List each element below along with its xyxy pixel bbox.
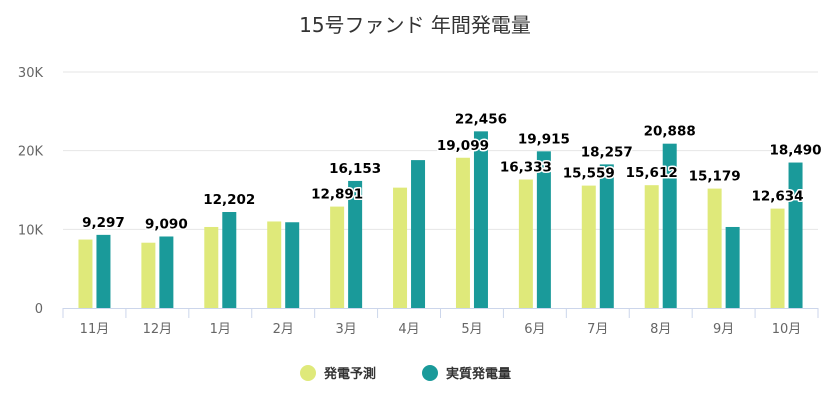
data-label: 19,915 bbox=[518, 131, 570, 147]
bar-actual[interactable] bbox=[536, 151, 551, 308]
y-tick-label: 10K bbox=[18, 223, 44, 238]
x-tick-label: 3月 bbox=[335, 322, 356, 337]
bar-actual[interactable] bbox=[348, 180, 363, 308]
data-label: 12,891 bbox=[311, 187, 363, 203]
data-label: 15,559 bbox=[563, 166, 615, 182]
data-label: 9,090 bbox=[145, 216, 188, 232]
legend-label: 実質発電量 bbox=[446, 366, 511, 382]
legend[interactable]: 発電予測 実質発電量 bbox=[300, 365, 511, 382]
bar-actual[interactable] bbox=[599, 164, 614, 308]
x-tick-label: 8月 bbox=[650, 322, 671, 337]
legend-marker bbox=[422, 365, 438, 381]
bar-forecast[interactable] bbox=[644, 185, 659, 308]
x-tick-label: 7月 bbox=[587, 322, 608, 337]
bar-actual[interactable] bbox=[788, 162, 803, 308]
legend-label: 発電予測 bbox=[323, 366, 376, 382]
bar-forecast[interactable] bbox=[141, 242, 156, 308]
data-label: 12,634 bbox=[751, 189, 803, 205]
legend-item-forecast[interactable]: 発電予測 bbox=[300, 365, 376, 382]
y-tick-label: 20K bbox=[18, 145, 44, 160]
data-label: 16,333 bbox=[500, 160, 552, 176]
bar-forecast[interactable] bbox=[770, 208, 785, 308]
x-tick-label: 5月 bbox=[461, 322, 482, 337]
legend-item-actual[interactable]: 実質発電量 bbox=[422, 365, 511, 382]
bar-forecast[interactable] bbox=[581, 185, 596, 308]
bar-actual[interactable] bbox=[473, 131, 488, 308]
data-labels: 9,297 9,090 12,202 12,891 16,153 19,099 22,456… bbox=[81, 110, 823, 234]
y-axis-ticks: 0 10K 20K 30K bbox=[18, 66, 44, 317]
data-label: 16,153 bbox=[329, 161, 381, 177]
x-tick-label: 4月 bbox=[398, 322, 419, 337]
bar-forecast[interactable] bbox=[393, 187, 408, 308]
data-label: 15,179 bbox=[689, 169, 741, 185]
data-label: 12,202 bbox=[203, 192, 255, 208]
data-label: 18,257 bbox=[581, 144, 633, 160]
bar-actual[interactable] bbox=[285, 222, 300, 308]
bar-forecast[interactable] bbox=[707, 188, 722, 308]
bar-actual[interactable] bbox=[725, 226, 740, 308]
bar-actual[interactable] bbox=[159, 236, 174, 308]
data-label: 9,297 bbox=[82, 215, 125, 231]
y-tick-label: 30K bbox=[18, 66, 44, 81]
x-tick-label: 2月 bbox=[273, 322, 294, 337]
x-tick-label: 1月 bbox=[210, 322, 231, 337]
y-tick-label: 0 bbox=[35, 302, 43, 317]
data-label: 15,612 bbox=[626, 165, 678, 181]
data-label: 22,456 bbox=[455, 111, 507, 127]
data-label: 19,099 bbox=[437, 138, 489, 154]
x-tick-label: 10月 bbox=[772, 322, 802, 337]
x-tick-label: 6月 bbox=[524, 322, 545, 337]
bar-forecast[interactable] bbox=[455, 157, 470, 308]
data-label: 18,490 bbox=[769, 143, 821, 159]
bars bbox=[78, 131, 803, 308]
bar-forecast[interactable] bbox=[267, 221, 282, 308]
legend-marker bbox=[300, 365, 316, 381]
bar-forecast[interactable] bbox=[204, 226, 219, 308]
bar-actual[interactable] bbox=[96, 234, 111, 308]
bar-actual[interactable] bbox=[662, 143, 677, 308]
grid-lines bbox=[63, 71, 818, 230]
x-axis: 11月 12月 1月 2月 3月 4月 5月 6月 7月 8月 9月 10月 bbox=[62, 308, 819, 337]
bar-actual[interactable] bbox=[411, 160, 426, 308]
chart-title: 15号ファンド 年間発電量 bbox=[299, 13, 531, 37]
x-tick-label: 9月 bbox=[713, 322, 734, 337]
x-tick-label: 12月 bbox=[143, 322, 173, 337]
bar-forecast[interactable] bbox=[518, 179, 533, 308]
data-label: 20,888 bbox=[644, 124, 696, 140]
x-tick-label: 11月 bbox=[80, 322, 110, 337]
bar-forecast[interactable] bbox=[78, 239, 93, 308]
bar-forecast[interactable] bbox=[330, 206, 345, 308]
bar-actual[interactable] bbox=[222, 212, 237, 308]
